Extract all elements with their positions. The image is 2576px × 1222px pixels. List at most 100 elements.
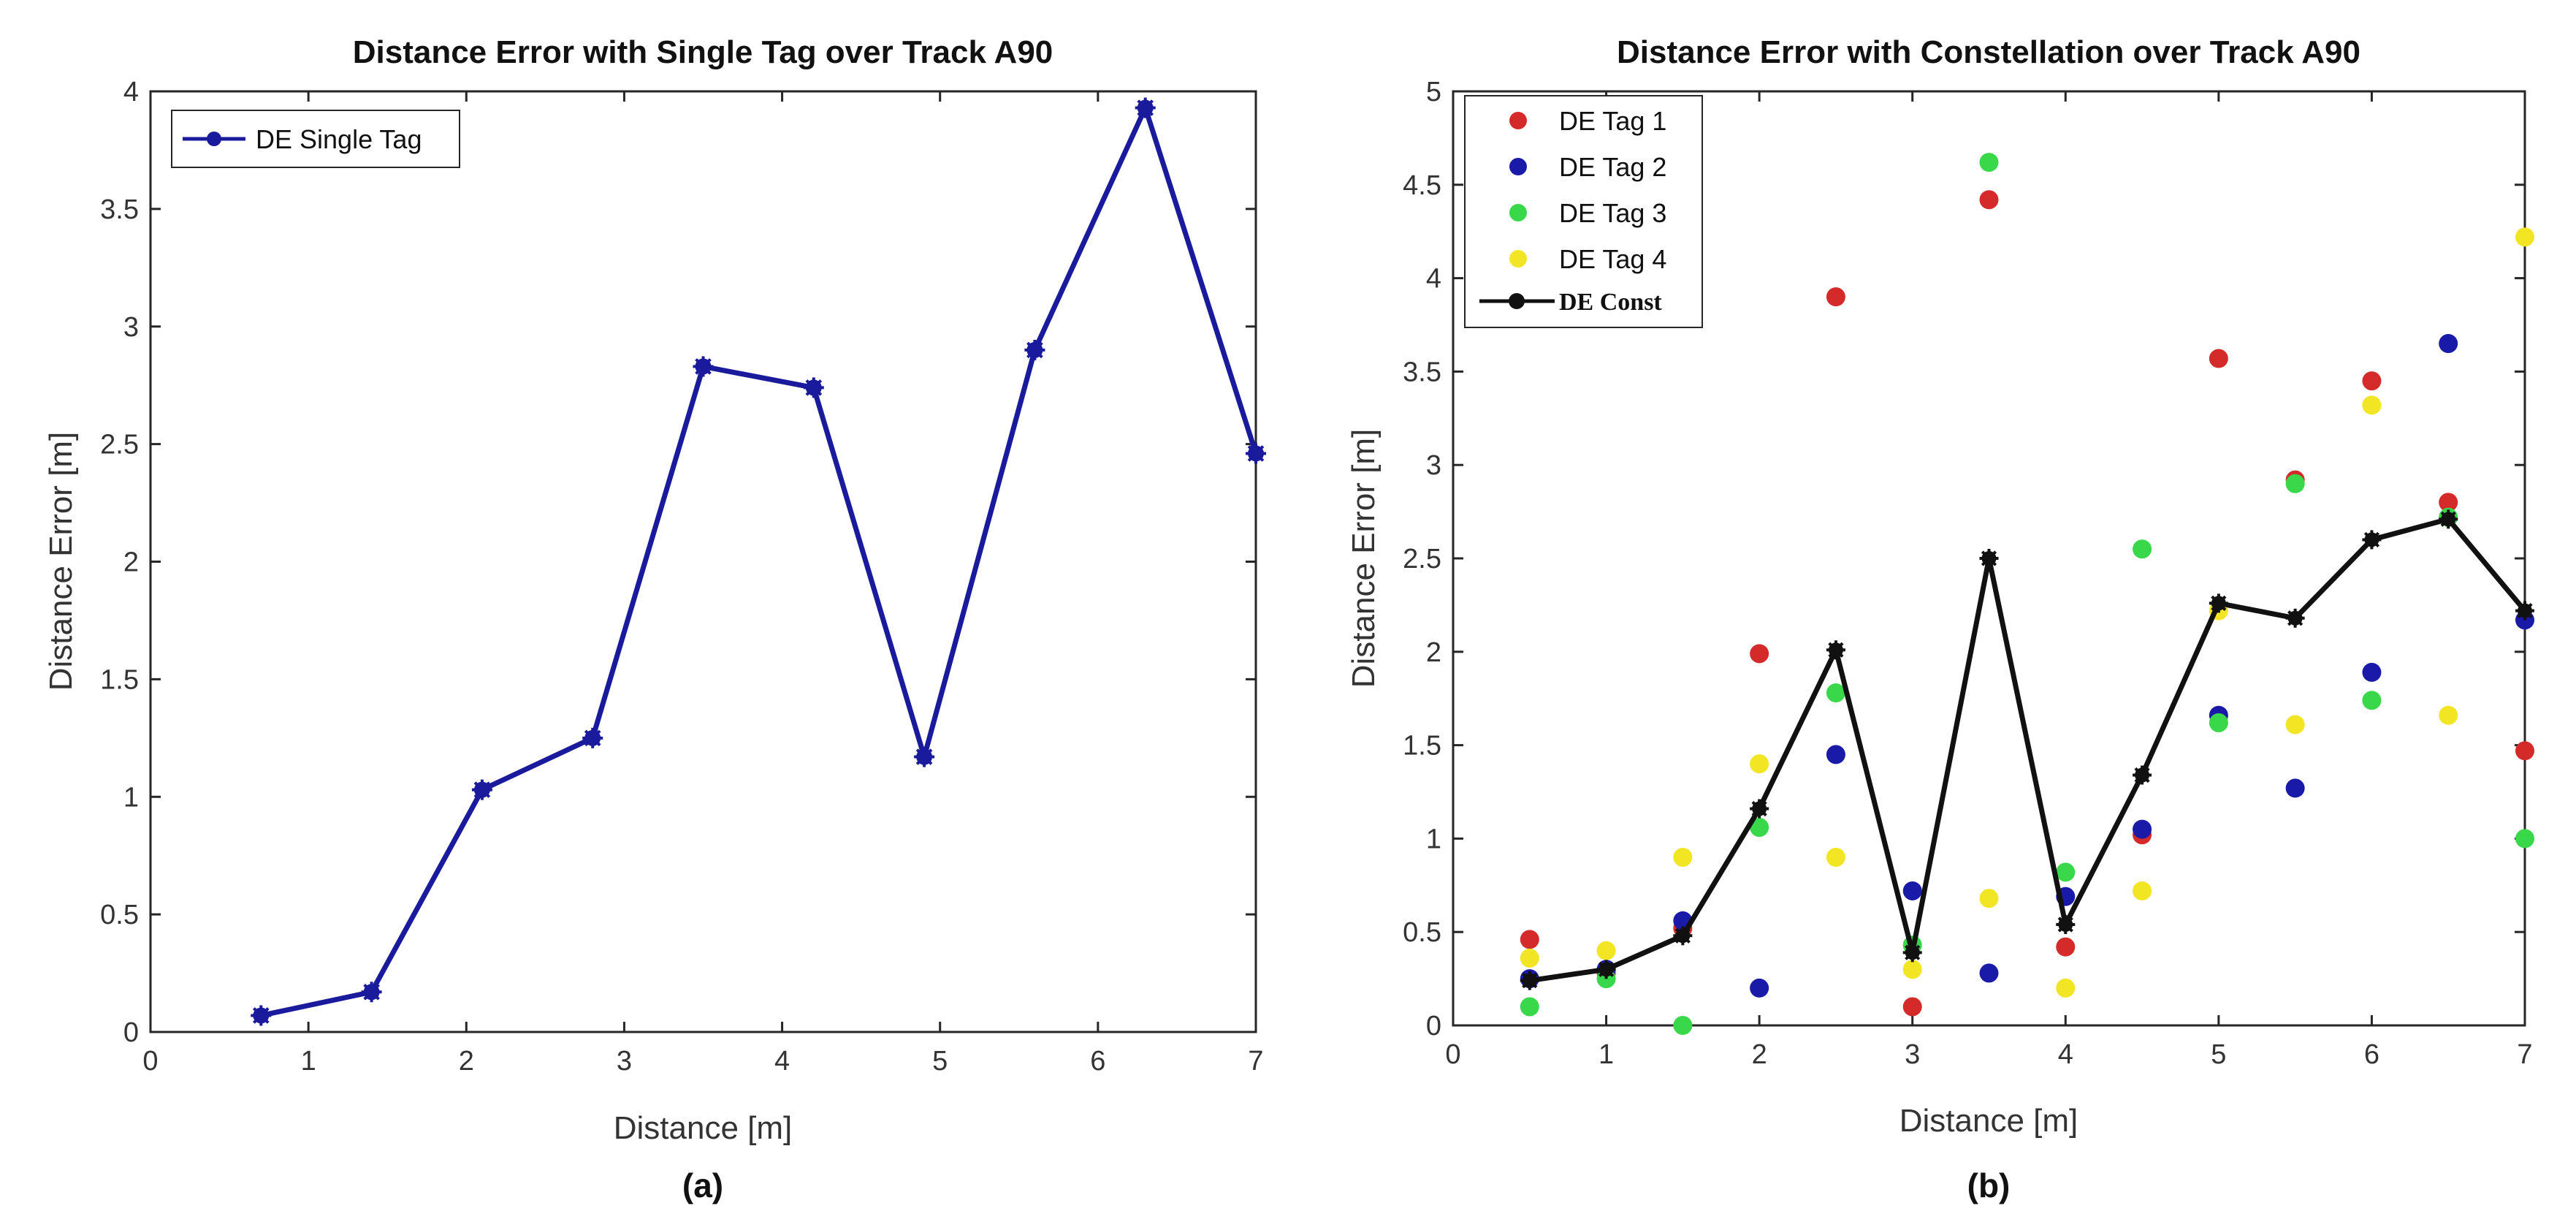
chart-b-y-axis-label: Distance Error [m] [1346,429,1382,688]
data-point-de-const [1673,926,1693,946]
data-point-de-const-ray [1981,550,1997,566]
data-point-de-const-ray [1598,961,1615,977]
chart-b-x-axis-label: Distance [m] [1899,1103,2078,1139]
chart-a-y-tick-label: 2.5 [100,430,139,460]
data-point-de-const [2285,608,2305,628]
data-point-single-tag [361,982,382,1003]
data-point-de-tag-3 [2209,713,2228,732]
data-point-de-tag-1 [2515,741,2534,761]
data-point-de-tag-4 [1673,847,1693,867]
data-point-de-tag-1 [2056,937,2076,957]
data-point-de-tag-1 [2439,493,2458,512]
data-point-single-tag [1246,443,1266,464]
data-point-de-tag-3 [2133,539,2152,559]
legend-b-const-marker [1509,293,1525,309]
chart-b-y-tick-label: 4.5 [1403,170,1441,201]
data-point-de-const [1979,549,1999,568]
data-point-de-tag-2 [2362,662,2382,682]
chart-b-x-tick-label: 2 [1752,1039,1767,1070]
chart-b-y-tick-label: 2.5 [1403,544,1441,574]
data-point-de-const-ray [1522,973,1538,989]
data-point-de-tag-2 [2439,334,2458,354]
chart-a-y-tick-label: 3.5 [100,194,139,225]
data-point-de-const [1596,960,1616,979]
data-point-de-const [1902,943,1922,963]
data-point-de-tag-4 [1596,941,1616,960]
data-point-single-tag-ray [1026,341,1043,359]
data-point-de-const [2056,914,2076,934]
data-point-de-tag-4 [1520,948,1539,968]
data-point-single-tag-ray [363,983,380,1001]
data-point-de-tag-4 [2362,395,2382,415]
chart-b-y-tick-label: 1 [1426,824,1441,854]
data-point-de-tag-3 [1826,683,1845,703]
chart-a-panel: Distance Error with Single Tag over Trac… [43,34,1266,1204]
chart-b-y-tick-label: 2 [1426,637,1441,668]
chart-b-y-tick-label: 3.5 [1403,357,1441,387]
chart-b-y-tick-label: 4 [1426,264,1441,295]
data-point-single-tag [914,746,935,767]
data-point-de-const-ray [1905,944,1921,960]
chart-b-y-tick-label: 0 [1426,1011,1441,1041]
data-point-de-tag-1 [1979,190,1999,210]
chart-b-y-tick-label: 5 [1426,77,1441,107]
data-point-de-tag-4 [2439,705,2458,725]
data-point-de-tag-3 [1520,997,1539,1017]
chart-a-y-tick-label: 1 [123,782,139,813]
chart-b-x-tick-label: 3 [1905,1039,1920,1070]
data-point-de-const-ray [2211,595,2227,611]
chart-b-y-tick-label: 0.5 [1403,917,1441,948]
data-point-de-tag-2 [2285,778,2305,798]
data-point-de-tag-4 [2056,978,2076,998]
data-point-de-tag-4 [1902,960,1922,979]
data-point-de-tag-3 [2056,862,2076,882]
legend-b-tag1-marker [1509,112,1527,129]
chart-a-x-tick-label: 7 [1248,1046,1263,1077]
legend-a-marker [207,132,221,146]
data-point-single-tag [803,377,824,398]
data-point-de-const-ray [2440,511,2456,527]
data-point-de-tag-4 [2515,227,2534,247]
chart-a-y-tick-label: 0.5 [100,900,139,930]
data-point-single-tag [693,356,714,377]
data-point-de-const-ray [2287,610,2303,626]
data-point-de-tag-4 [2285,715,2305,735]
data-point-de-tag-2 [1826,745,1845,764]
chart-a-y-tick-label: 2 [123,547,139,578]
chart-a-x-tick-label: 2 [459,1046,474,1077]
chart-a-x-tick-label: 1 [301,1046,316,1077]
chart-a-y-axis-label: Distance Error [m] [43,432,79,691]
legend-b-tag1-label: DE Tag 1 [1559,106,1666,136]
legend-b-tag4-marker [1509,250,1527,267]
chart-a-y-tick-label: 0 [123,1017,139,1048]
legend-b-tag3-label: DE Tag 3 [1559,198,1666,228]
data-point-single-tag [251,1005,272,1026]
chart-b-x-tick-label: 1 [1598,1039,1614,1070]
data-point-de-const [2439,509,2458,529]
chart-b-x-tick-label: 4 [2058,1039,2073,1070]
chart-a-y-tick-label: 4 [123,77,139,107]
data-point-single-tag [1135,97,1156,118]
data-point-single-tag-ray [695,358,712,375]
chart-a-caption: (a) [682,1166,723,1204]
data-point-single-tag [582,727,603,748]
data-point-de-tag-1 [2209,349,2228,368]
data-point-de-tag-2 [2133,819,2152,839]
legend-b-tag3-marker [1509,204,1527,221]
data-point-de-tag-1 [1826,287,1845,307]
data-point-de-const [2362,530,2382,550]
data-point-de-tag-4 [2133,881,2152,900]
data-point-de-const-ray [1674,927,1691,944]
data-point-de-const [1750,799,1769,819]
series-line-de-const [1529,516,2527,984]
data-point-de-const [1520,971,1539,990]
chart-b-panel: Distance Error with Constellation over T… [1346,34,2534,1204]
data-point-de-tag-2 [1979,963,1999,983]
chart-b-x-tick-label: 5 [2211,1039,2226,1070]
legend-b-tag2-label: DE Tag 2 [1559,152,1666,182]
data-point-de-tag-1 [2362,371,2382,391]
legend-b-tag4-label: DE Tag 4 [1559,244,1666,274]
data-point-de-const-ray [2363,531,2380,548]
data-point-single-tag-ray [473,781,491,798]
